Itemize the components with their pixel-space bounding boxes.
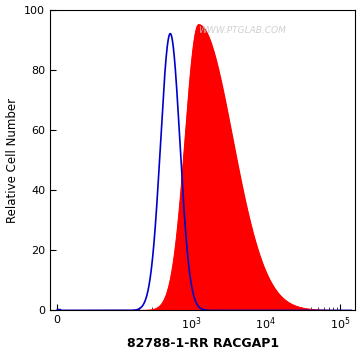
Text: WWW.PTGLAB.COM: WWW.PTGLAB.COM <box>199 26 286 35</box>
Y-axis label: Relative Cell Number: Relative Cell Number <box>5 98 18 222</box>
X-axis label: 82788-1-RR RACGAP1: 82788-1-RR RACGAP1 <box>127 337 279 350</box>
